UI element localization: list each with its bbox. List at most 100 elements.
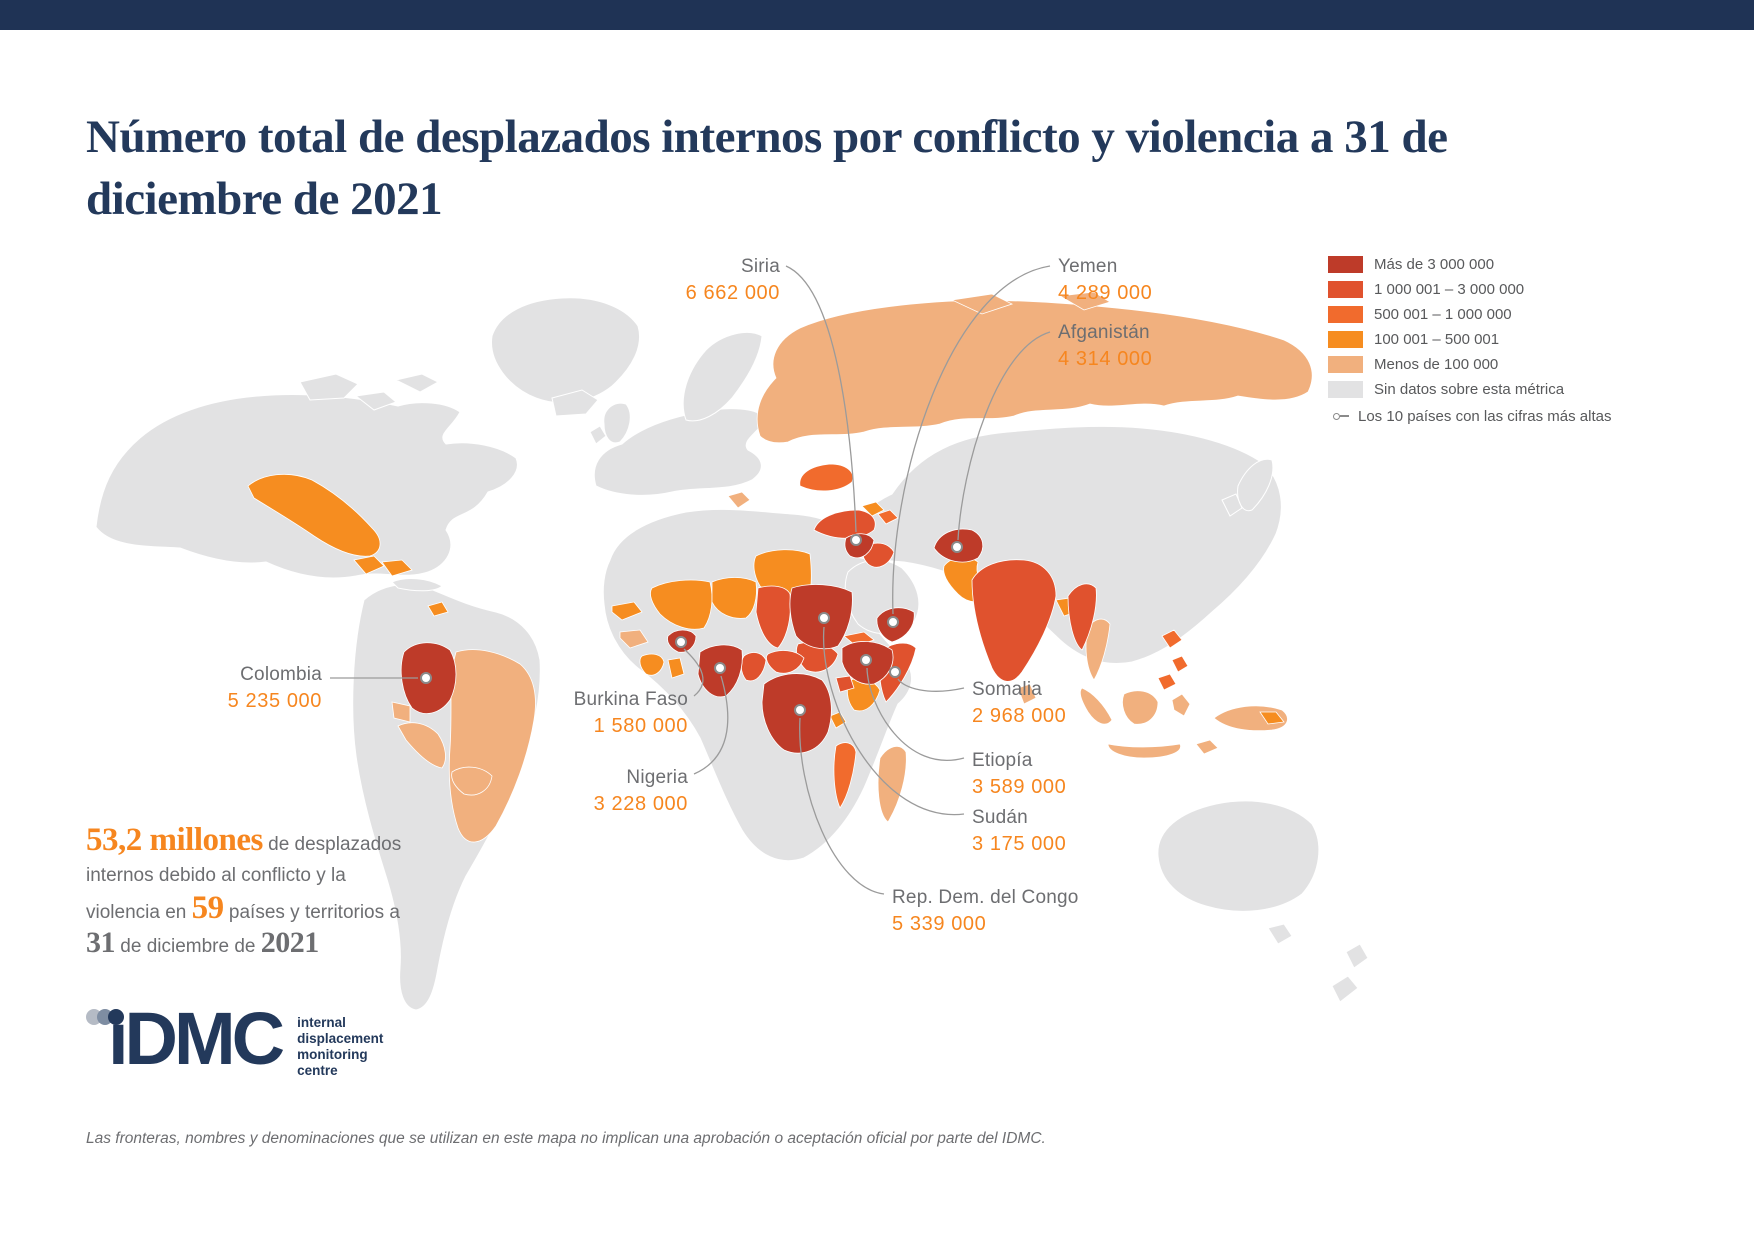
idmc-logo: ıDMC internal displacement monitoring ce… <box>86 1002 383 1079</box>
legend-row: 500 001 – 1 000 000 <box>1328 302 1611 327</box>
landmass-scandinavia <box>682 332 763 422</box>
landmass-iceland <box>551 389 599 417</box>
legend-row: 1 000 001 – 3 000 000 <box>1328 277 1611 302</box>
country-mali <box>650 579 713 630</box>
callout-sud-n: Sudán 3 175 000 <box>972 807 1066 856</box>
callout-somalia: Somalia 2 968 000 <box>972 679 1066 728</box>
legend-marker-row: Los 10 países con las cifras más altas <box>1328 402 1611 430</box>
country-bolivia <box>451 766 493 796</box>
country-uganda <box>835 675 855 693</box>
callout-country-name: Rep. Dem. del Congo <box>892 887 1079 908</box>
leader-nigeria <box>693 675 729 775</box>
callout-siria: Siria 6 662 000 <box>686 256 780 305</box>
marker-etiopia <box>860 654 872 666</box>
callout-etiop-a: Etiopía 3 589 000 <box>972 750 1066 799</box>
landmass-uk-ireland <box>589 402 631 445</box>
marker-nigeria <box>714 662 726 674</box>
legend-label: 100 001 – 500 001 <box>1374 331 1500 348</box>
marker-colombia <box>420 672 432 684</box>
top10-marker-icon <box>1333 412 1340 420</box>
country-ecuador <box>391 701 411 723</box>
landmass-arctic-islands <box>299 373 440 411</box>
legend-swatch <box>1328 381 1363 398</box>
country-chad <box>755 585 791 649</box>
summary-total: 53,2 millones <box>86 822 263 858</box>
marker-dash-icon <box>1340 415 1349 417</box>
country-honduras <box>381 559 413 577</box>
country-thailand <box>1085 618 1111 681</box>
leader-yemen <box>892 265 1051 615</box>
callout-afganist-n: Afganistán 4 314 000 <box>1058 322 1152 371</box>
country-georgia <box>861 501 885 517</box>
country-burundi <box>829 711 847 729</box>
marker-afganistan <box>951 541 963 553</box>
landmass-australia <box>1157 800 1320 945</box>
callout-country-value: 2 968 000 <box>972 705 1067 727</box>
callout-yemen: Yemen 4 289 000 <box>1058 256 1152 305</box>
callout-country-value: 4 314 000 <box>1058 348 1153 370</box>
callout-country-value: 6 662 000 <box>685 282 780 304</box>
leader-drc <box>799 717 885 895</box>
logo-wordmark-text: ıDMC <box>108 997 285 1080</box>
landmass-cuba <box>391 578 443 592</box>
country-indonesia <box>1080 687 1219 759</box>
legend-marker-label: Los 10 países con las cifras más altas <box>1358 407 1612 425</box>
callout-country-value: 3 228 000 <box>593 793 688 815</box>
country-haiti <box>427 601 449 617</box>
callout-country-name: Afganistán <box>1058 322 1150 343</box>
legend-label: 500 001 – 1 000 000 <box>1374 306 1512 323</box>
summary-day: 31 <box>86 926 116 960</box>
country-india <box>971 559 1057 682</box>
marker-yemen <box>887 616 899 628</box>
legend-label: Más de 3 000 000 <box>1374 256 1495 273</box>
legend-row: 100 001 – 500 001 <box>1328 327 1611 352</box>
page-title: Número total de desplazados internos por… <box>86 111 1448 225</box>
legend-swatch <box>1328 306 1363 323</box>
country-ghana <box>667 657 685 679</box>
callout-country-name: Burkina Faso <box>573 689 688 710</box>
callout-country-value: 4 289 000 <box>1058 282 1153 304</box>
summary-text-2: países y territorios a <box>223 901 400 923</box>
country-russia <box>756 299 1313 444</box>
tagline-line: monitoring <box>297 1046 368 1062</box>
logo-dot-icon <box>108 1009 124 1025</box>
country-bosnia <box>727 491 751 509</box>
top10-markers <box>420 534 963 716</box>
callout-colombia: Colombia 5 235 000 <box>228 664 322 713</box>
callout-burkina-faso: Burkina Faso 1 580 000 <box>574 689 688 738</box>
country-mexico <box>247 474 381 557</box>
legend: Más de 3 000 000 1 000 001 – 3 000 000 500… <box>1328 252 1611 430</box>
country-madagascar <box>877 745 907 823</box>
marker-siria <box>850 534 862 546</box>
legend-row: Más de 3 000 000 <box>1328 252 1611 277</box>
leader-afganistan <box>957 331 1051 541</box>
callout-country-name: Somalia <box>972 679 1043 700</box>
marker-somalia <box>889 666 901 678</box>
country-myanmar <box>1067 583 1097 651</box>
callout-nigeria: Nigeria 3 228 000 <box>594 767 688 816</box>
summary-countries-count: 59 <box>191 889 225 926</box>
callout-country-name: Etiopía <box>972 750 1033 771</box>
landmass-asia <box>850 425 1282 665</box>
callout-country-name: Colombia <box>240 664 322 685</box>
country-png-highlands <box>1259 711 1285 725</box>
country-mozambique <box>833 742 857 809</box>
landmass-europe <box>593 408 767 496</box>
country-philippines <box>1157 629 1189 691</box>
callout-country-value: 3 589 000 <box>972 776 1067 798</box>
summary-text-1: de desplazados internos debido al confli… <box>86 834 402 923</box>
idmc-tagline: internal displacement monitoring centre <box>297 1015 383 1079</box>
footer-disclaimer: Las fronteras, nombres y denominaciones … <box>86 1130 1046 1147</box>
country-niger <box>711 577 757 619</box>
country-turkey <box>813 509 876 539</box>
marker-sudan <box>818 612 830 624</box>
legend-label: 1 000 001 – 3 000 000 <box>1374 281 1525 298</box>
tagline-line: internal <box>297 1015 346 1030</box>
summary-text-3: de diciembre de <box>115 936 261 958</box>
country-azerbaijan <box>877 509 899 525</box>
country-guatemala <box>353 555 385 575</box>
landmass-greenland <box>491 297 640 404</box>
country-sri-lanka <box>1017 683 1037 705</box>
callout-country-name: Yemen <box>1058 256 1118 277</box>
